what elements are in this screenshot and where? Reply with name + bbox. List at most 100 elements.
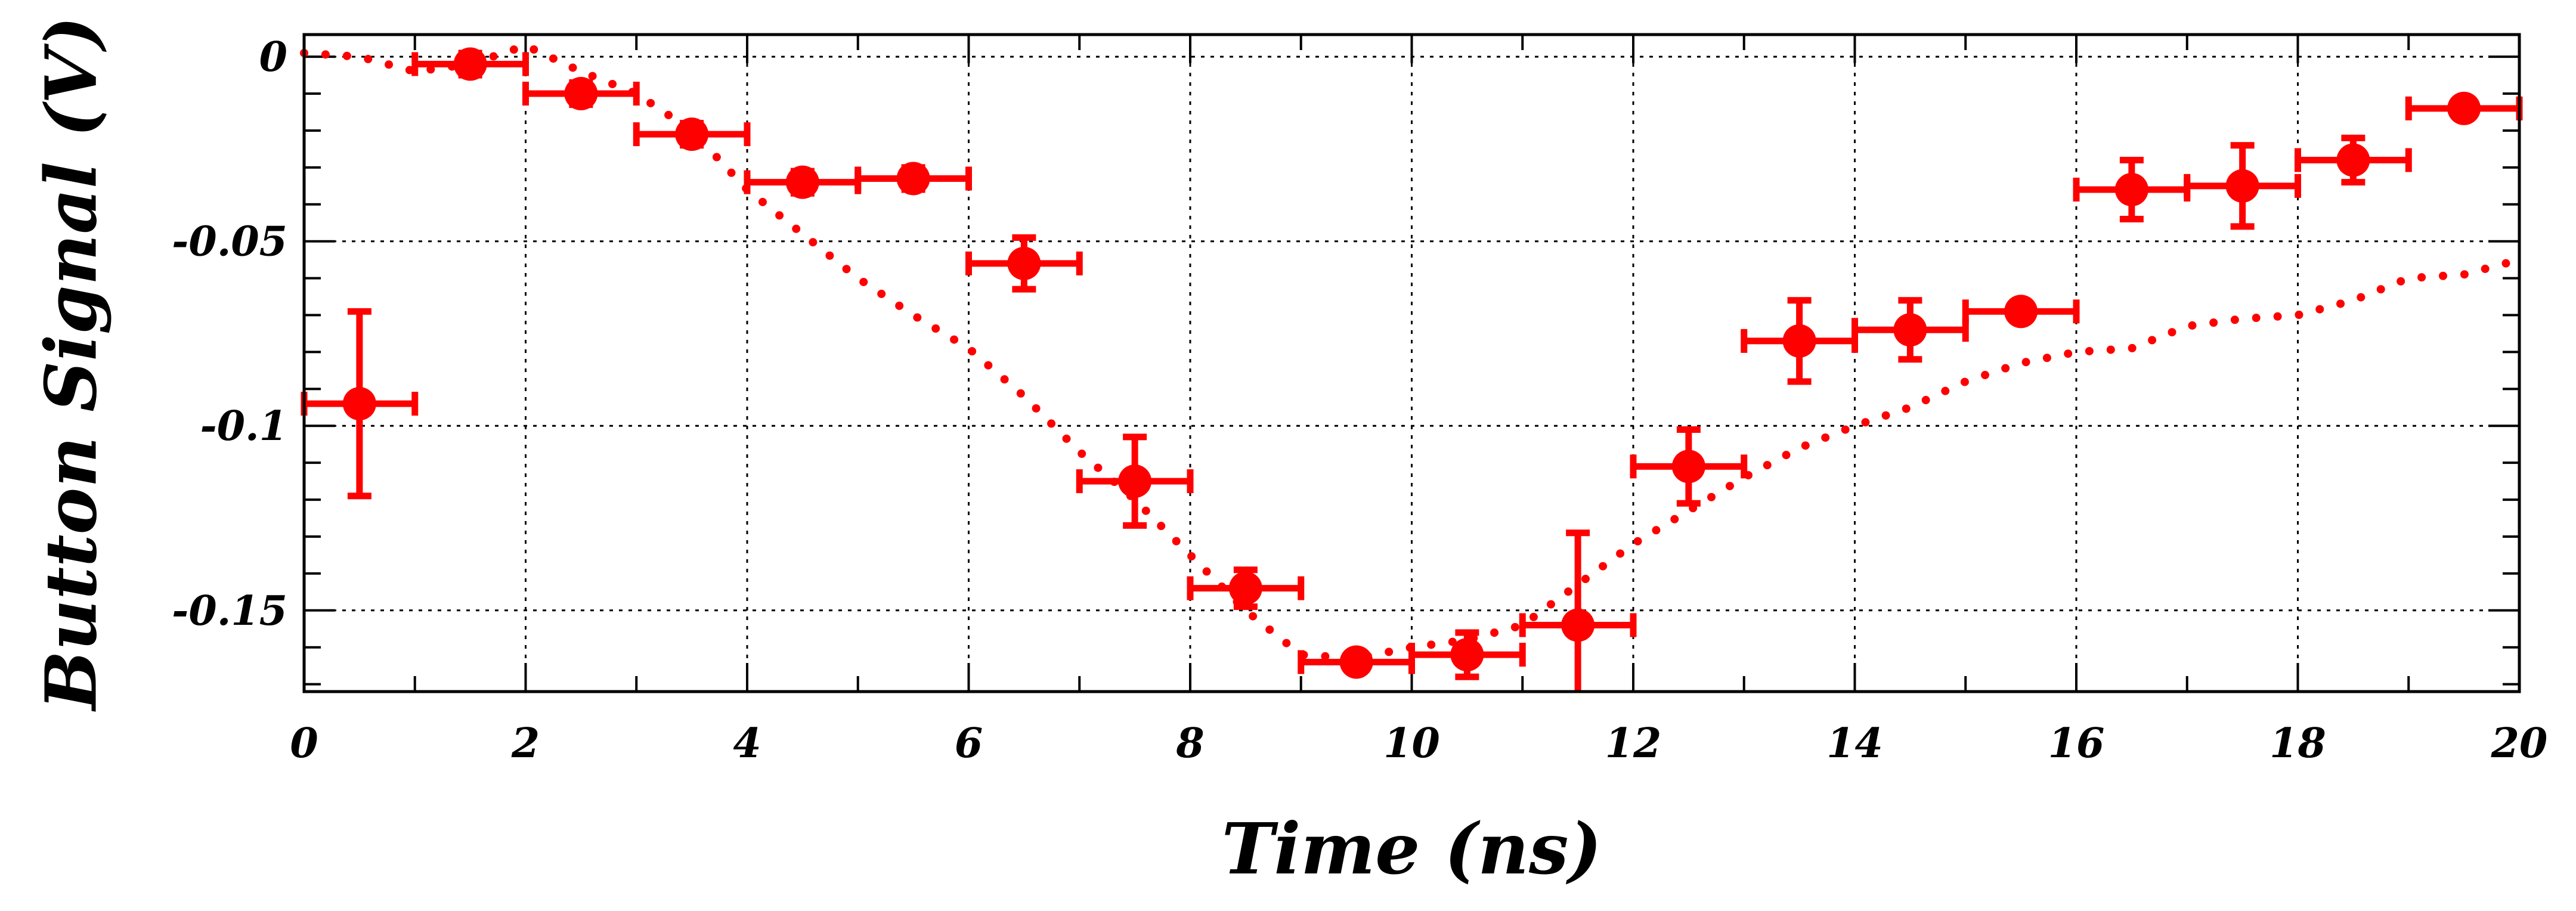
curve-dot (2128, 343, 2137, 352)
marker (675, 117, 709, 151)
marker (1561, 608, 1595, 642)
curve-dot (931, 324, 940, 333)
data-point (854, 162, 972, 196)
x-tick-label: 0 (290, 720, 318, 767)
marker (564, 77, 598, 111)
curve-dot (549, 54, 558, 63)
marker (342, 387, 376, 421)
curve-dot (1249, 612, 1258, 621)
data-point (965, 234, 1083, 293)
curve-dot (1047, 419, 1056, 428)
curve-dot (1670, 515, 1679, 523)
marker (1450, 638, 1484, 672)
x-tick-labels: 0 2 4 6 8 10 12 14 16 18 20 (290, 720, 2547, 767)
curve-dot (1321, 652, 1330, 661)
marker (2447, 91, 2481, 125)
y-axis-label: Button Signal (V) (30, 16, 113, 712)
curve-dot (1529, 612, 1538, 621)
data-point (411, 47, 529, 81)
marker (2225, 169, 2259, 203)
curve-dot (792, 224, 801, 233)
curve-dot (2106, 345, 2115, 354)
curve-dot (509, 45, 518, 54)
y-tick-labels: 0 -0.05 -0.1 -0.15 (172, 33, 287, 635)
curve-dot (1821, 433, 1830, 442)
data-point (1519, 529, 1637, 692)
curve-dot (2501, 259, 2510, 268)
x-tick-label: 6 (955, 720, 983, 767)
marker (1228, 571, 1262, 605)
x-tick-label: 2 (511, 720, 540, 767)
curve-dot (2315, 305, 2324, 314)
curve-dot (968, 347, 977, 356)
curve-dot (758, 197, 767, 206)
curve-dot (1490, 628, 1499, 637)
curve-dot (2336, 299, 2345, 308)
marker (896, 162, 930, 196)
marker (1782, 324, 1816, 358)
curve-dot (608, 79, 617, 88)
curve-dot (950, 335, 959, 344)
curve-dot (2230, 315, 2239, 324)
curve-dot (2252, 314, 2261, 323)
curve-dot (842, 265, 851, 274)
curve-dot (1841, 425, 1850, 434)
curve-dot (1282, 639, 1291, 647)
y-tick-label: 0 (259, 33, 287, 81)
curve-dot (646, 98, 655, 107)
curve-dot (568, 63, 577, 72)
curve-dot (1725, 482, 1734, 491)
data-point (1187, 566, 1305, 611)
marker (785, 165, 819, 199)
curve-dot (1427, 640, 1436, 649)
marker (453, 47, 487, 81)
marker (2004, 295, 2038, 329)
curve-dot (1563, 587, 1572, 596)
curve-dot (1861, 418, 1870, 427)
curve-dot (530, 45, 538, 54)
curve-dot (2438, 271, 2447, 280)
curve-dot (1202, 567, 1211, 576)
y-tick-label: -0.15 (172, 587, 287, 635)
curve-dot (859, 277, 868, 286)
curve-dot (1707, 492, 1716, 501)
data-point (1962, 295, 2080, 329)
curve-dot (1633, 537, 1642, 546)
curve-dot (2001, 364, 2010, 373)
curve-dot (775, 211, 784, 220)
curve-dot (1652, 526, 1661, 535)
curve-dot (877, 289, 886, 298)
curve-dot (727, 168, 736, 177)
curve-dot (1000, 375, 1009, 384)
curve-dot (1801, 441, 1810, 450)
data-point (633, 117, 751, 151)
curve-dot (1265, 625, 1274, 634)
curve-dot (1581, 575, 1590, 584)
x-tick-label: 16 (2048, 720, 2105, 767)
curve-dot (1187, 552, 1196, 561)
curve-dot (809, 238, 818, 247)
curve-dot (1094, 463, 1103, 472)
curve-dot (895, 301, 904, 310)
curve-dot (1921, 396, 1930, 405)
marker (1339, 645, 1373, 679)
data-point (522, 77, 640, 111)
data-point (2295, 134, 2412, 186)
curve-dot (321, 50, 330, 59)
curve-dot (2417, 273, 2426, 282)
curve-dot (1902, 404, 1911, 413)
marker (2336, 143, 2370, 177)
curve-dot (1172, 537, 1181, 546)
curve-dot (2209, 318, 2218, 327)
curve-dot (489, 52, 498, 61)
curve-dot (2168, 328, 2176, 337)
x-tick-label: 20 (2491, 720, 2548, 767)
curve-dot (1141, 506, 1150, 515)
curve-dot (664, 110, 673, 119)
curve-dot (1960, 377, 1969, 386)
curve-dot (2295, 310, 2303, 319)
curve-dot (1157, 522, 1166, 531)
data-point (2405, 91, 2523, 125)
curve-dot (1510, 622, 1519, 631)
curve-dot (1016, 389, 1025, 398)
